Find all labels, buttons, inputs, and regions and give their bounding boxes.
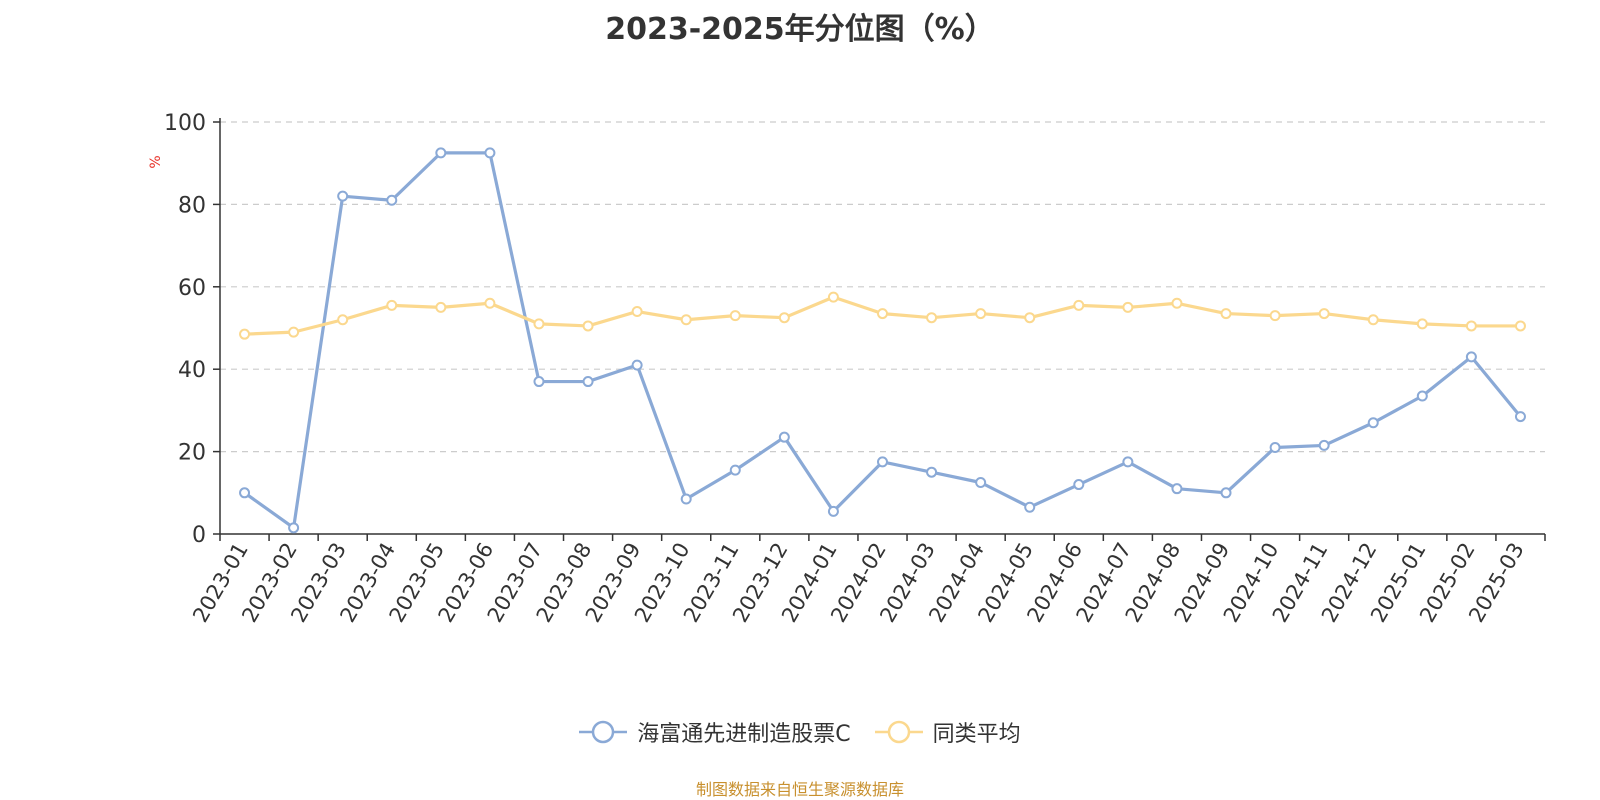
data-point[interactable]: [484, 297, 496, 309]
data-point[interactable]: [1171, 483, 1183, 495]
data-point[interactable]: [1171, 297, 1183, 309]
data-point[interactable]: [1318, 439, 1330, 451]
data-point[interactable]: [975, 477, 987, 488]
data-point[interactable]: [288, 326, 300, 338]
legend: 海富通先进制造股票C 同类平均: [0, 716, 1600, 752]
y-tick-label: 80: [178, 193, 206, 218]
data-point[interactable]: [1416, 390, 1428, 402]
data-point[interactable]: [1073, 479, 1085, 491]
grid-lines: [220, 121, 1545, 453]
data-point[interactable]: [582, 376, 594, 388]
y-tick-label: 100: [164, 111, 206, 136]
data-point[interactable]: [288, 522, 300, 534]
legend-item-2[interactable]: 同类平均: [874, 716, 1021, 748]
y-tick-label: 20: [178, 441, 206, 466]
data-point[interactable]: [1024, 312, 1036, 324]
data-point[interactable]: [778, 431, 790, 443]
data-point[interactable]: [1220, 308, 1232, 320]
chart-title: 2023-2025年分位图（%）: [605, 12, 995, 47]
data-point[interactable]: [729, 310, 741, 322]
legend-label: 海富通先进制造股票C: [637, 722, 851, 747]
data-point[interactable]: [337, 190, 349, 202]
legend-marker-icon: [874, 720, 923, 744]
data-point[interactable]: [435, 301, 447, 313]
data-point[interactable]: [1220, 487, 1232, 499]
data-point[interactable]: [680, 314, 692, 326]
data-point[interactable]: [582, 320, 594, 332]
data-point[interactable]: [386, 299, 398, 311]
data-point[interactable]: [680, 493, 692, 505]
data-point[interactable]: [1514, 411, 1526, 423]
data-point[interactable]: [827, 291, 839, 303]
y-axis-label: %: [148, 155, 164, 168]
data-point[interactable]: [1367, 314, 1379, 326]
data-point[interactable]: [533, 318, 545, 330]
data-point[interactable]: [1514, 320, 1526, 332]
series-line: [243, 151, 1522, 530]
data-point[interactable]: [1073, 299, 1085, 311]
legend-label: 同类平均: [932, 722, 1021, 747]
data-point[interactable]: [877, 308, 888, 320]
data-point[interactable]: [1465, 351, 1477, 363]
axes: 0204060801002023-012023-022023-032023-04…: [164, 111, 1546, 626]
legend-item-1[interactable]: 海富通先进制造股票C: [579, 716, 851, 748]
series-2: [239, 291, 1526, 340]
data-point[interactable]: [533, 376, 545, 388]
data-point[interactable]: [1122, 456, 1134, 468]
data-point[interactable]: [1367, 417, 1379, 429]
data-point[interactable]: [926, 312, 938, 324]
data-point[interactable]: [778, 312, 790, 324]
data-point[interactable]: [1269, 441, 1281, 453]
data-point[interactable]: [484, 147, 496, 159]
data-point[interactable]: [1416, 318, 1428, 330]
source-note: 制图数据来自恒生聚源数据库: [695, 780, 904, 799]
data-point[interactable]: [1024, 501, 1036, 513]
legend-marker-icon: [579, 720, 628, 744]
data-point[interactable]: [1318, 308, 1330, 320]
data-point[interactable]: [877, 456, 888, 468]
series-layer: [239, 147, 1526, 534]
data-point[interactable]: [827, 505, 839, 517]
data-point[interactable]: [1122, 301, 1134, 313]
y-tick-label: 40: [178, 358, 206, 383]
data-point[interactable]: [631, 306, 643, 318]
data-point[interactable]: [239, 487, 251, 499]
data-point[interactable]: [337, 314, 349, 326]
data-point[interactable]: [729, 464, 741, 476]
data-point[interactable]: [435, 147, 447, 159]
y-tick-label: 60: [178, 276, 206, 301]
data-point[interactable]: [239, 328, 251, 340]
data-point[interactable]: [926, 466, 938, 478]
data-point[interactable]: [631, 359, 643, 371]
data-point[interactable]: [386, 194, 398, 206]
y-tick-label: 0: [192, 523, 206, 548]
data-point[interactable]: [975, 308, 987, 320]
data-point[interactable]: [1465, 320, 1477, 332]
data-point[interactable]: [1269, 310, 1281, 322]
series-1: [239, 147, 1526, 534]
